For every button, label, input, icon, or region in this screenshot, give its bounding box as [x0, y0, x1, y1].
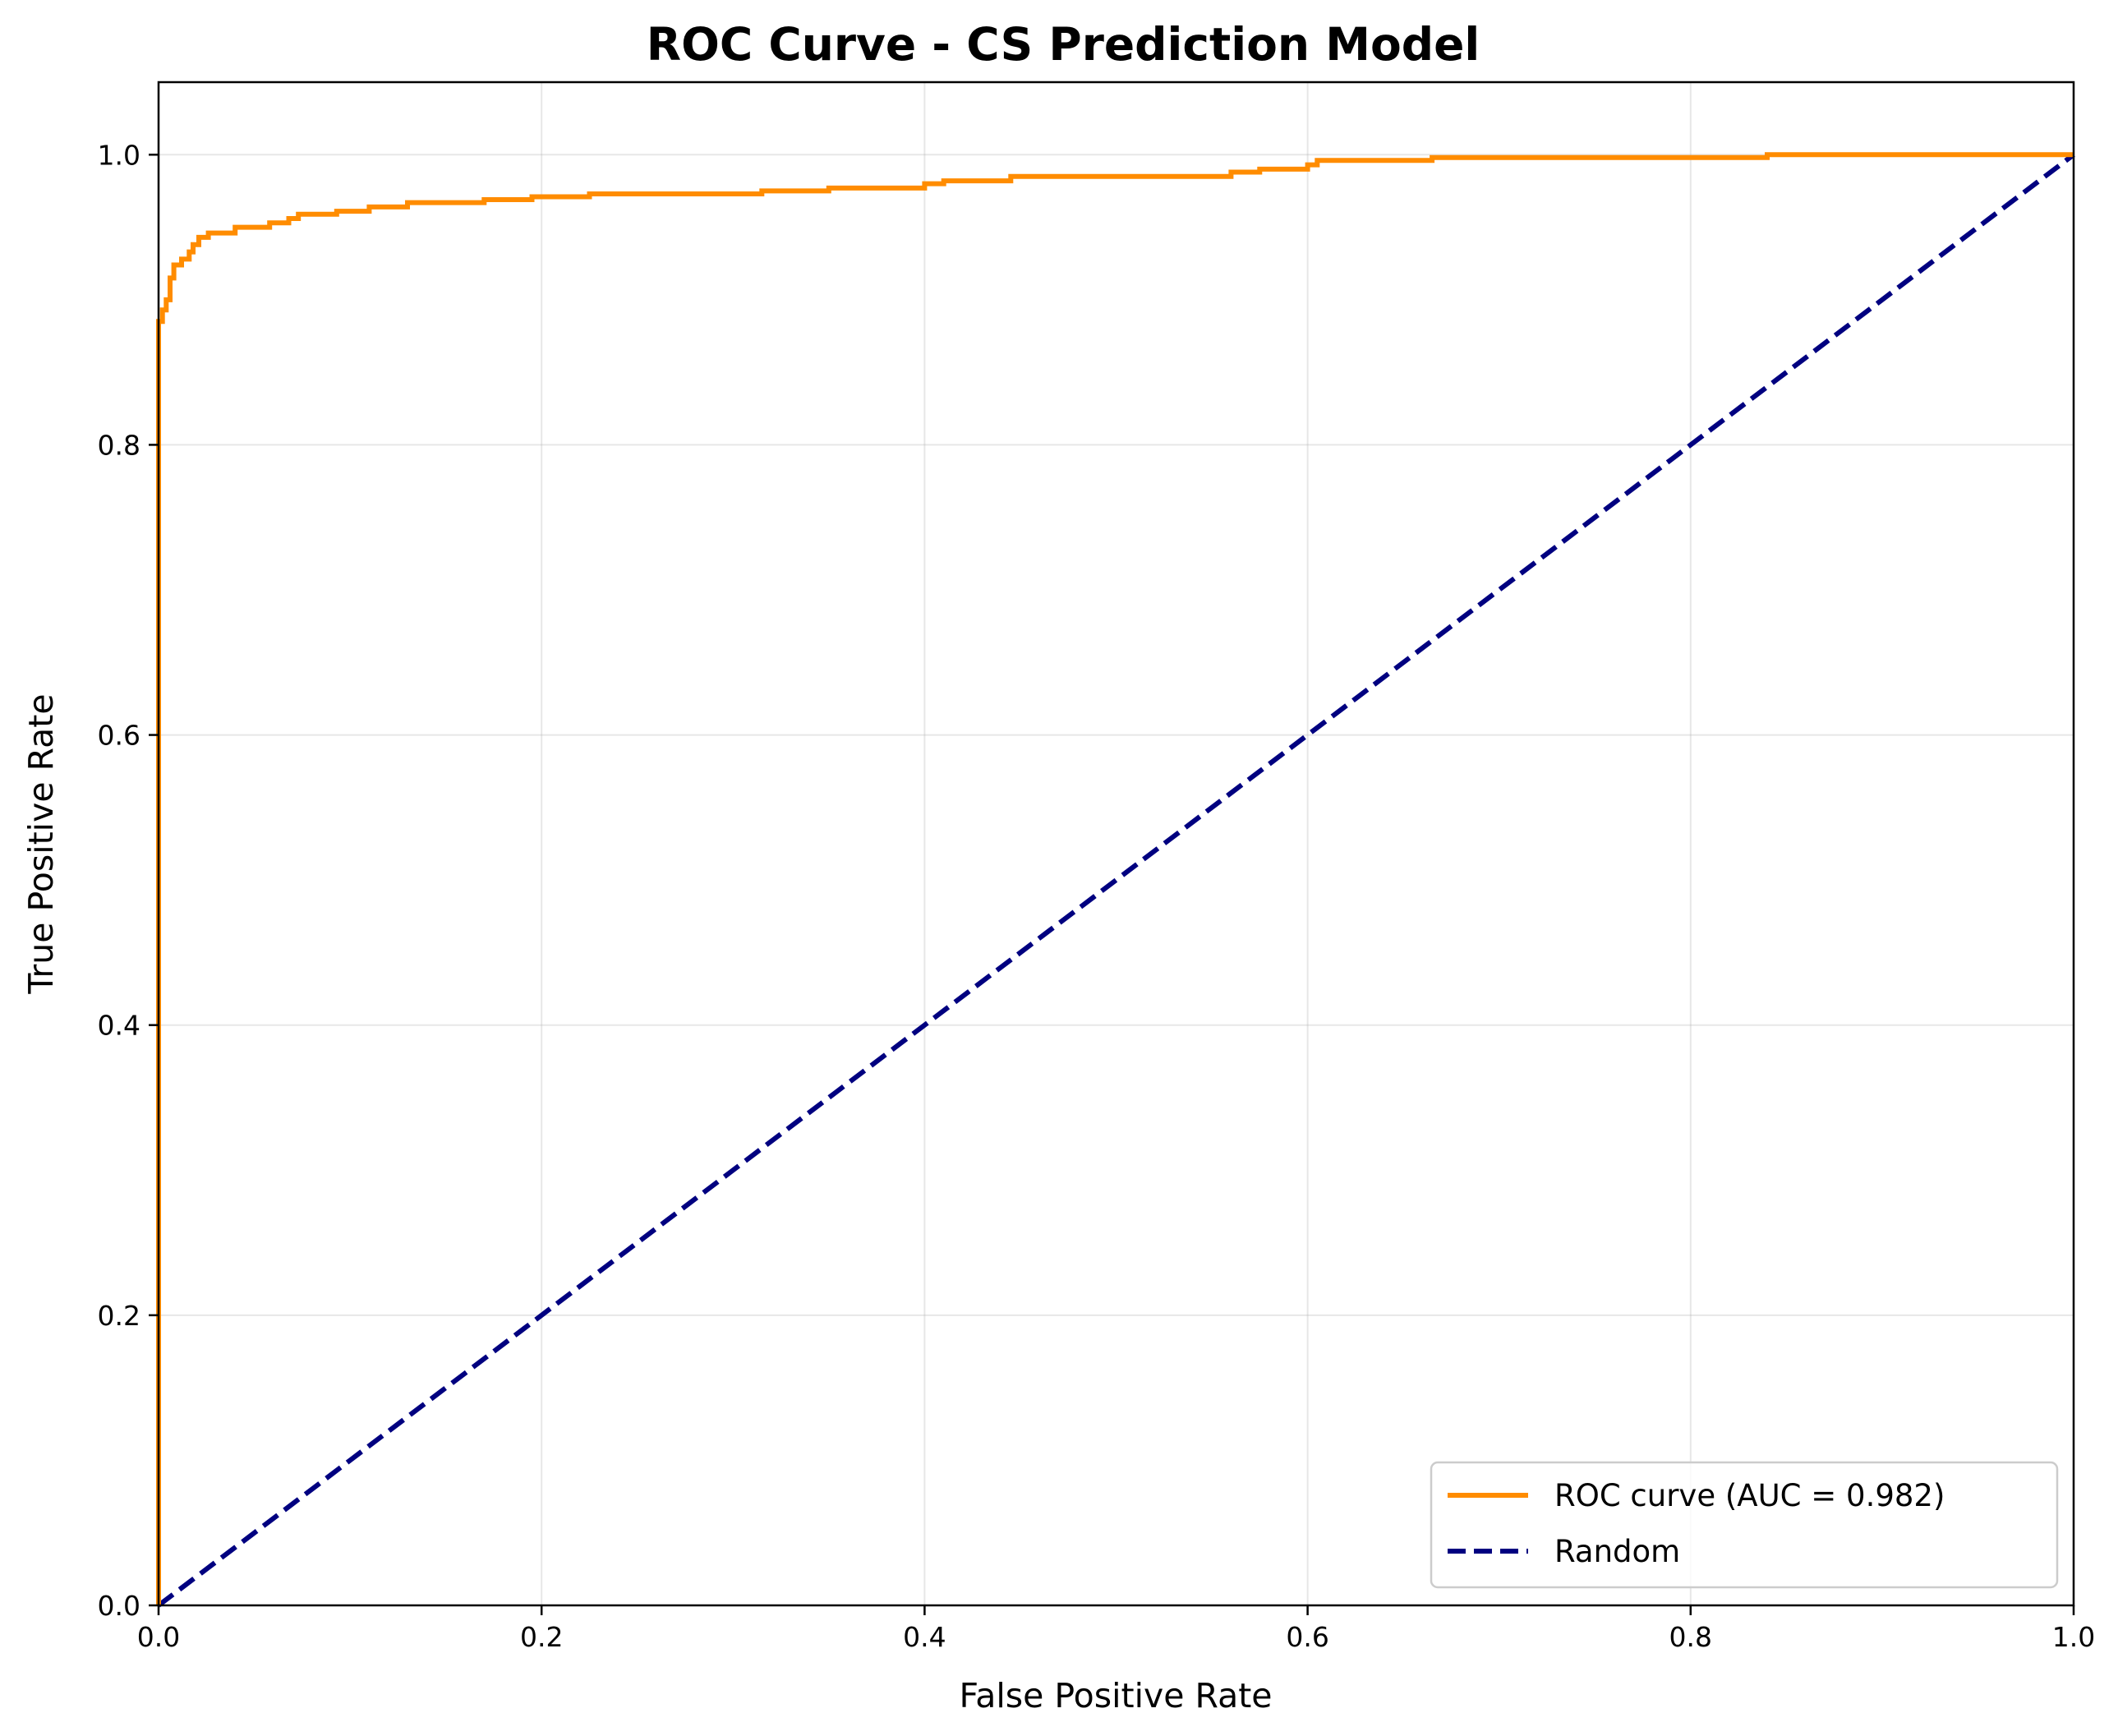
legend-label-roc: ROC curve (AUC = 0.982) [1554, 1478, 1945, 1513]
legend-box [1430, 1461, 2059, 1589]
y-tick-label: 0.8 [98, 429, 140, 461]
y-tick-label: 0.6 [98, 720, 140, 752]
y-tick-label: 0.2 [98, 1300, 140, 1332]
plot-frame [157, 81, 2075, 1607]
y-tick-label: 0.4 [98, 1010, 140, 1042]
x-axis-label: False Positive Rate [959, 1676, 1272, 1715]
x-tick-label: 0.6 [1286, 1621, 1328, 1653]
x-tick-label: 0.0 [137, 1621, 180, 1653]
legend: ROC curve (AUC = 0.982) Random [1430, 1461, 2059, 1589]
legend-label-random: Random [1554, 1534, 1680, 1569]
grid [158, 82, 2074, 1606]
series-layer [156, 152, 2075, 1608]
x-tick-label: 0.4 [903, 1621, 946, 1653]
x-tick-label: 0.8 [1669, 1621, 1712, 1653]
roc-curve-line [156, 152, 2074, 1605]
x-tick-label: 0.2 [520, 1621, 563, 1653]
x-tick-label: 1.0 [2052, 1621, 2095, 1653]
y-tick-label: 0.0 [98, 1590, 140, 1622]
chart-title: ROC Curve - CS Prediction Model [647, 18, 1480, 71]
y-tick-label: 1.0 [98, 139, 140, 171]
ticks: 0.0 0.2 0.4 0.6 0.8 1.0 0.0 0.2 0.4 0.6 0.8 1.0 [98, 139, 2096, 1653]
random-baseline-line [157, 152, 2075, 1608]
y-axis-label: True Positive Rate [21, 693, 61, 994]
